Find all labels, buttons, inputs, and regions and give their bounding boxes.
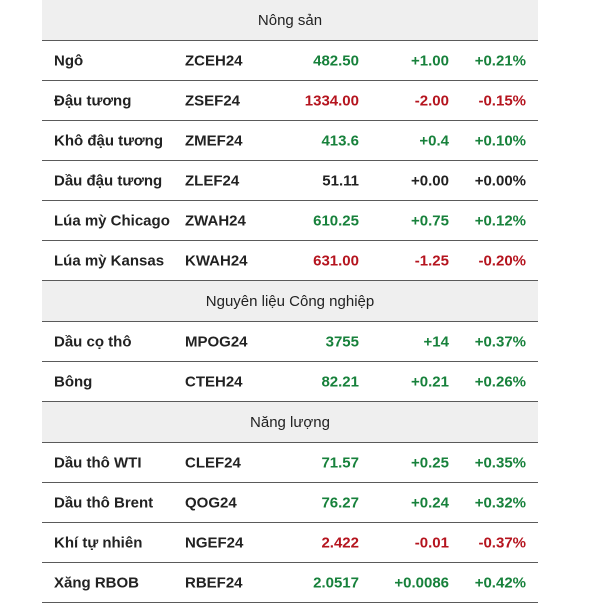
percent-change: +0.10% <box>474 132 526 149</box>
percent-change: +0.42% <box>474 574 526 591</box>
contract-code: NGEF24 <box>185 534 244 551</box>
contract-code: CLEF24 <box>185 454 241 471</box>
commodity-name: Đậu tương <box>54 92 132 109</box>
price-change: +1.00 <box>411 52 449 69</box>
commodity-name: Dầu thô Brent <box>54 494 154 511</box>
price-change: +0.0086 <box>394 574 449 591</box>
table-row: Dầu cọ thô MPOG24 3755 +14 +0.37% <box>42 322 538 362</box>
percent-change: +0.12% <box>474 212 526 229</box>
table-row: Dầu thô WTI CLEF24 71.57 +0.25 +0.35% <box>42 443 538 483</box>
contract-code: ZMEF24 <box>185 132 243 149</box>
contract-code: ZWAH24 <box>185 212 246 229</box>
table-row: Ngô ZCEH24 482.50 +1.00 +0.21% <box>42 41 538 81</box>
contract-code: MPOG24 <box>185 333 248 350</box>
contract-code: QOG24 <box>185 494 237 511</box>
commodity-name: Dầu thô WTI <box>54 454 142 471</box>
commodity-name: Lúa mỳ Kansas <box>54 252 165 269</box>
last-price: 1334.00 <box>304 92 359 109</box>
percent-change: +0.35% <box>474 454 526 471</box>
last-price: 82.21 <box>321 373 359 390</box>
table-row: Dầu thô Brent QOG24 76.27 +0.24 +0.32% <box>42 483 538 523</box>
last-price: 76.27 <box>321 494 359 511</box>
commodity-name: Khí tự nhiên <box>54 534 143 551</box>
percent-change: +0.21% <box>474 52 526 69</box>
percent-change: +0.00% <box>474 172 526 189</box>
commodity-name: Xăng RBOB <box>54 574 140 591</box>
section-header: Nông sản <box>42 0 538 41</box>
table-row: Khí tự nhiên NGEF24 2.422 -0.01 -0.37% <box>42 523 538 563</box>
last-price: 413.6 <box>321 132 359 149</box>
table-row: Lúa mỳ Chicago ZWAH24 610.25 +0.75 +0.12% <box>42 201 538 241</box>
commodity-name: Khô đậu tương <box>54 132 164 149</box>
price-change: +0.25 <box>411 454 449 471</box>
section-header: Nguyên liệu Công nghiệp <box>42 281 538 322</box>
price-change: -0.01 <box>414 534 449 551</box>
percent-change: -0.20% <box>478 252 526 269</box>
table-row: Lúa mỳ Kansas KWAH24 631.00 -1.25 -0.20% <box>42 241 538 281</box>
price-change: +0.4 <box>419 132 449 149</box>
contract-code: KWAH24 <box>185 252 248 269</box>
price-change: +0.75 <box>411 212 449 229</box>
contract-code: ZSEF24 <box>185 92 241 109</box>
commodity-name: Dầu cọ thô <box>54 333 132 350</box>
last-price: 482.50 <box>313 52 359 69</box>
last-price: 631.00 <box>313 252 359 269</box>
price-change: -2.00 <box>414 92 449 109</box>
commodity-price-table: Nông sản Ngô ZCEH24 482.50 +1.00 +0.21% Đậu tư… <box>42 0 538 603</box>
contract-code: ZCEH24 <box>185 52 243 69</box>
table-row: Khô đậu tương ZMEF24 413.6 +0.4 +0.10% <box>42 121 538 161</box>
last-price: 51.11 <box>322 172 359 189</box>
table-row: Xăng RBOB RBEF24 2.0517 +0.0086 +0.42% <box>42 563 538 603</box>
percent-change: +0.32% <box>474 494 526 511</box>
price-change: +0.00 <box>411 172 449 189</box>
section-header: Năng lượng <box>42 402 538 443</box>
percent-change: -0.15% <box>478 92 526 109</box>
percent-change: +0.26% <box>474 373 526 390</box>
contract-code: ZLEF24 <box>185 172 240 189</box>
table-row: Dầu đậu tương ZLEF24 51.11 +0.00 +0.00% <box>42 161 538 201</box>
last-price: 71.57 <box>321 454 359 471</box>
percent-change: +0.37% <box>474 333 526 350</box>
table-row: Bông CTEH24 82.21 +0.21 +0.26% <box>42 362 538 402</box>
percent-change: -0.37% <box>478 534 526 551</box>
price-change: -1.25 <box>414 252 449 269</box>
commodity-name: Bông <box>54 373 93 390</box>
last-price: 2.0517 <box>313 574 359 591</box>
price-change: +14 <box>423 333 449 350</box>
contract-code: CTEH24 <box>185 373 243 390</box>
commodity-name: Ngô <box>54 52 84 69</box>
table-row: Đậu tương ZSEF24 1334.00 -2.00 -0.15% <box>42 81 538 121</box>
contract-code: RBEF24 <box>185 574 243 591</box>
price-change: +0.24 <box>411 494 449 511</box>
last-price: 3755 <box>325 333 359 350</box>
price-change: +0.21 <box>411 373 449 390</box>
commodity-name: Dầu đậu tương <box>54 172 163 189</box>
last-price: 610.25 <box>313 212 359 229</box>
last-price: 2.422 <box>321 534 359 551</box>
commodity-name: Lúa mỳ Chicago <box>54 212 170 229</box>
